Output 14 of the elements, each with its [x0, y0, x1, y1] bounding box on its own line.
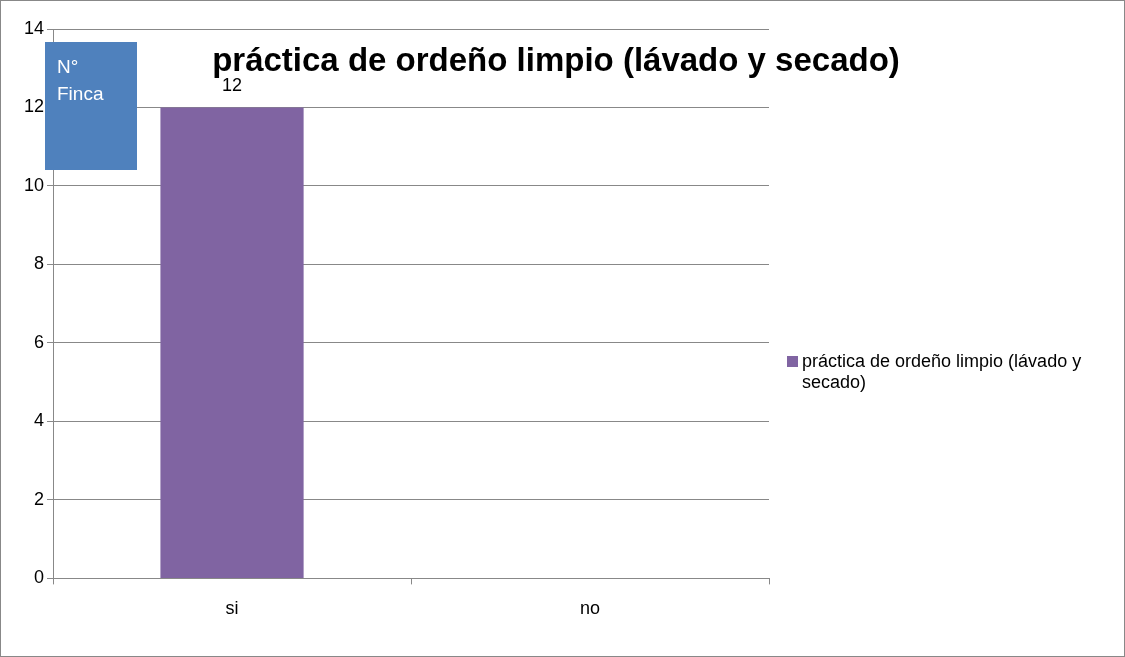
data-label: 12	[222, 75, 243, 96]
y-tick-label: 2	[34, 488, 45, 509]
y-axis-title: N° Finca	[57, 55, 105, 106]
y-tick-label: 12	[23, 96, 45, 117]
x-tick-label: si	[225, 598, 239, 619]
y-tick-label: 4	[34, 410, 45, 431]
y-tick-label: 8	[34, 253, 45, 274]
y-tick-label: 10	[23, 174, 45, 195]
legend-label: práctica de ordeño limpio (lávado y secado)	[802, 351, 1083, 393]
y-tick-label: 0	[34, 567, 45, 588]
y-tick-label: 6	[34, 331, 45, 352]
y-tick-label: 14	[23, 17, 45, 38]
x-tick-label: no	[579, 598, 601, 619]
chart-title: práctica de ordeño limpio (lávado y secado)	[211, 41, 901, 78]
